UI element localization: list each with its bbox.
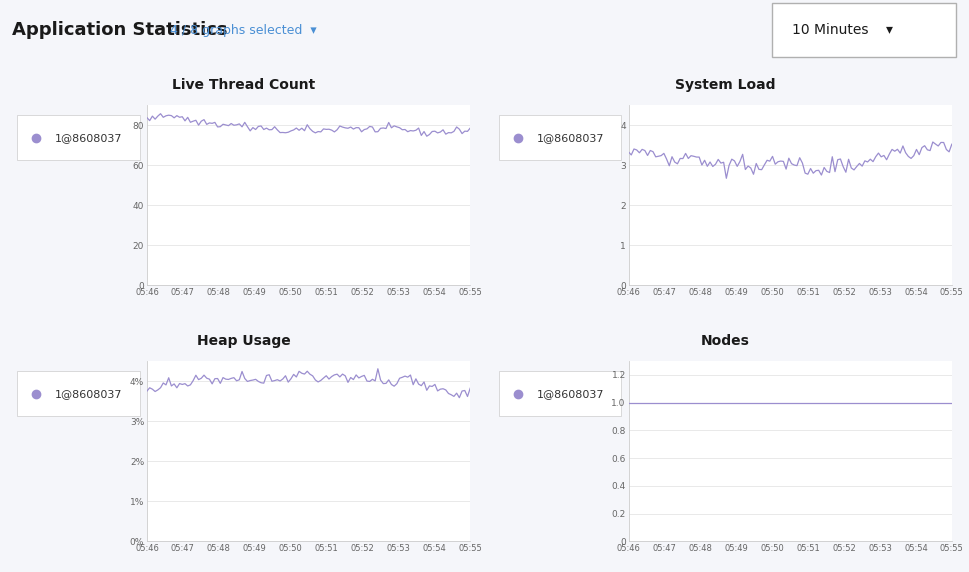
Text: Live Thread Count: Live Thread Count	[172, 78, 315, 92]
FancyBboxPatch shape	[17, 115, 140, 160]
Text: 1@8608037: 1@8608037	[537, 133, 604, 142]
Text: Nodes: Nodes	[701, 333, 750, 348]
FancyBboxPatch shape	[772, 3, 956, 57]
Text: 10 Minutes    ▾: 10 Minutes ▾	[792, 23, 892, 37]
FancyBboxPatch shape	[499, 371, 621, 416]
Text: Time Window: Time Window	[787, 0, 864, 2]
Text: 1@8608037: 1@8608037	[55, 388, 122, 399]
Text: Application Statistics: Application Statistics	[12, 21, 227, 39]
Text: 1@8608037: 1@8608037	[537, 388, 604, 399]
FancyBboxPatch shape	[499, 115, 621, 160]
Text: System Load: System Load	[675, 78, 775, 92]
FancyBboxPatch shape	[17, 371, 140, 416]
Text: 4 / 8 graphs selected  ▾: 4 / 8 graphs selected ▾	[170, 23, 316, 37]
Text: Heap Usage: Heap Usage	[197, 333, 291, 348]
Text: 1@8608037: 1@8608037	[55, 133, 122, 142]
